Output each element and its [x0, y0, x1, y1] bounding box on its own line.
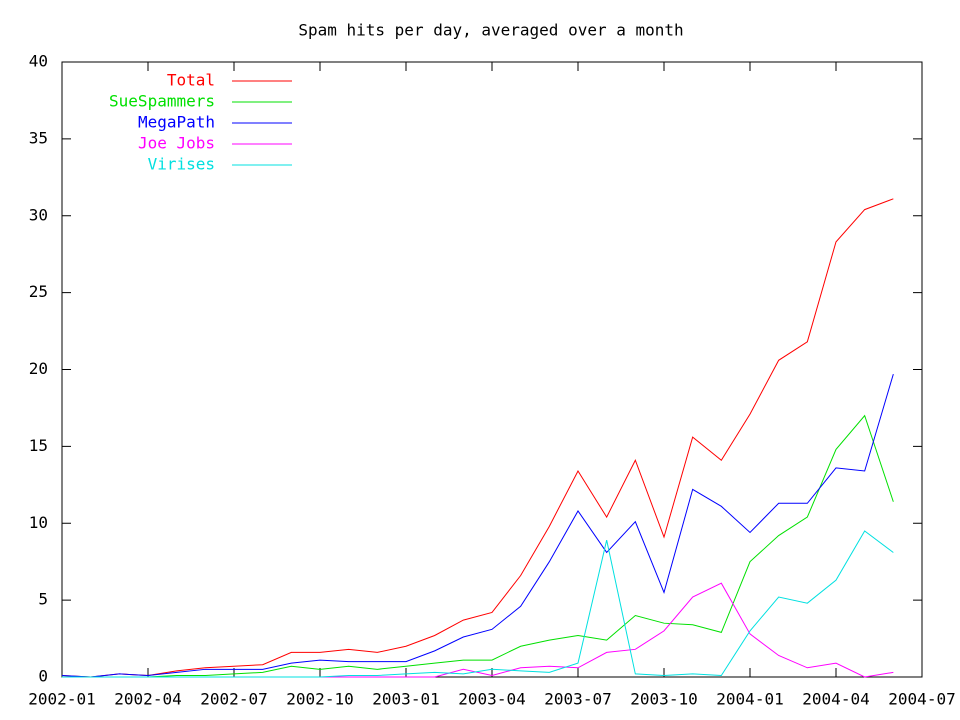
legend-label: SueSpammers	[109, 92, 215, 111]
legend-label: Joe Jobs	[138, 134, 215, 153]
y-tick-label: 40	[29, 52, 48, 71]
y-tick-label: 5	[38, 590, 48, 609]
legend-label: Virises	[148, 155, 215, 174]
y-tick-label: 35	[29, 128, 48, 147]
x-tick-label: 2002-10	[286, 690, 353, 709]
y-tick-label: 25	[29, 282, 48, 301]
chart-title: Spam hits per day, averaged over a month	[298, 21, 683, 40]
series-line	[62, 414, 894, 678]
legend-label: MegaPath	[138, 113, 215, 132]
x-tick-label: 2004-01	[716, 690, 783, 709]
series-line	[61, 198, 894, 678]
y-tick-label: 15	[29, 436, 48, 455]
x-tick-label: 2004-07	[888, 690, 955, 709]
x-tick-label: 2003-01	[372, 690, 439, 709]
x-tick-label: 2003-04	[458, 690, 525, 709]
x-tick-label: 2004-04	[802, 690, 869, 709]
legend-label: Total	[167, 71, 215, 90]
y-tick-label: 10	[29, 513, 48, 532]
x-tick-label: 2002-04	[114, 690, 181, 709]
x-tick-label: 2002-07	[200, 690, 267, 709]
series-line	[61, 373, 894, 678]
series-line	[62, 582, 894, 678]
y-tick-label: 30	[29, 205, 48, 224]
y-tick-label: 20	[29, 359, 48, 378]
y-tick-label: 0	[38, 667, 48, 686]
x-tick-label: 2003-10	[630, 690, 697, 709]
x-tick-label: 2002-01	[28, 690, 95, 709]
x-tick-label: 2003-07	[544, 690, 611, 709]
series-line	[62, 530, 894, 678]
